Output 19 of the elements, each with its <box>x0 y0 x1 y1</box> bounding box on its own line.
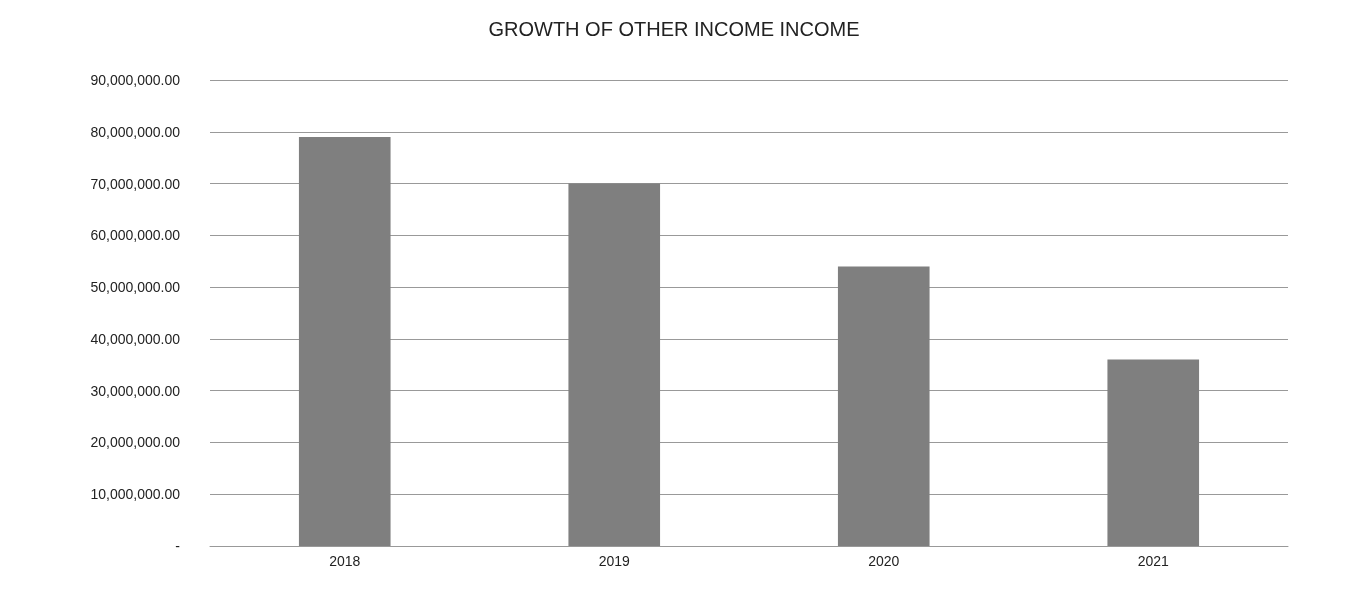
x-tick-label: 2019 <box>598 553 631 569</box>
y-tick-label: 40,000,000.00 <box>90 330 181 347</box>
x-tick-label: 2021 <box>1137 553 1170 569</box>
y-tick-label: 90,000,000.00 <box>90 72 181 88</box>
y-tick-label: 30,000,000.00 <box>90 382 181 399</box>
bar <box>837 266 930 546</box>
y-tick-label: 50,000,000.00 <box>90 279 181 296</box>
bar <box>568 183 661 546</box>
y-tick-label: 10,000,000.00 <box>90 486 181 503</box>
x-tick-label: 2018 <box>329 553 361 569</box>
y-tick-label: 70,000,000.00 <box>90 175 181 192</box>
y-tick-label: - <box>175 538 181 554</box>
y-tick-label: 80,000,000.00 <box>90 123 181 140</box>
y-tick-label: 20,000,000.00 <box>90 434 181 451</box>
bar <box>298 136 391 546</box>
chart-title: GROWTH OF OTHER INCOME INCOME <box>488 18 860 40</box>
y-tick-label: 60,000,000.00 <box>90 227 181 244</box>
x-tick-label: 2020 <box>868 553 900 569</box>
bar <box>1107 359 1200 546</box>
